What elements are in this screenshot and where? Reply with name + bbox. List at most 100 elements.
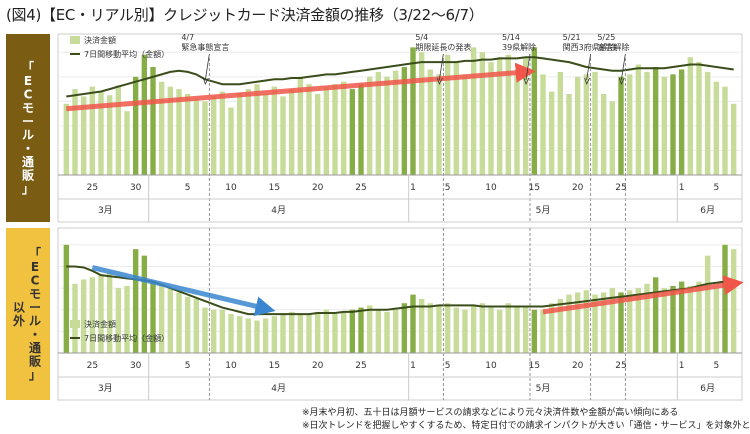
panel-label-text: 以外 xyxy=(13,301,25,329)
annotation-4-line-1: 宣言解除 xyxy=(597,42,629,52)
bar-4-5 xyxy=(184,94,191,175)
month-label-3: 6月 xyxy=(700,205,715,216)
bar-4-2 xyxy=(158,81,165,175)
chart-title: (図4)【EC・リアル別】クレジットカード決済金額の推移（3/22～6/7） xyxy=(6,6,484,24)
bar-5-11 xyxy=(496,57,503,175)
bar-5-25 xyxy=(618,292,624,353)
bar-4-26 xyxy=(366,76,373,175)
bar-5-31 xyxy=(670,285,676,353)
x-tick-label-10: 15 xyxy=(529,183,540,193)
x-tick-label-2: 5 xyxy=(185,183,191,193)
bar-6-2 xyxy=(687,285,694,353)
bar-3-23 xyxy=(72,89,78,175)
x-tick-label-11: 20 xyxy=(572,183,584,193)
bar-5-17 xyxy=(548,303,555,353)
panel-frame xyxy=(57,227,743,401)
red-trend-arrow xyxy=(66,62,536,112)
month-label-3: 6月 xyxy=(700,383,715,394)
bar-4-24 xyxy=(349,89,356,175)
bar-6-6 xyxy=(722,244,728,353)
bar-5-27 xyxy=(635,64,642,175)
bar-4-28 xyxy=(384,311,390,353)
annotation-arrowhead-3 xyxy=(584,77,591,86)
bar-3-27 xyxy=(106,95,113,175)
bar-4-21 xyxy=(323,86,330,175)
annotation-pointer-3 xyxy=(586,53,592,81)
bar-4-19 xyxy=(306,84,312,175)
bar-3-26 xyxy=(98,91,104,175)
bar-4-12 xyxy=(245,318,252,353)
bar-5-21 xyxy=(583,290,590,353)
annotation-pointer-2 xyxy=(525,53,531,81)
bar-4-29 xyxy=(392,309,399,353)
month-label-1: 4月 xyxy=(271,205,286,216)
annotation-arrowhead-2 xyxy=(523,77,530,86)
bar-5-30 xyxy=(661,288,668,353)
bar-5-5 xyxy=(444,303,451,353)
bar-5-4 xyxy=(436,305,442,353)
bar-5-7 xyxy=(462,309,468,353)
bar-5-1 xyxy=(410,47,416,176)
bar-3-22 xyxy=(63,244,70,353)
month-label-1: 4月 xyxy=(271,383,286,394)
bar-4-11 xyxy=(236,316,243,353)
bar-4-23 xyxy=(340,311,347,353)
annotation-arrowhead-1 xyxy=(436,77,443,86)
bar-5-22 xyxy=(592,294,598,353)
bar-4-20 xyxy=(314,311,321,353)
x-tick-label-14: 5 xyxy=(713,361,719,371)
bar-5-9 xyxy=(479,303,486,353)
bar-4-14 xyxy=(262,94,269,175)
bar-3-28 xyxy=(115,85,122,175)
panel-frame xyxy=(57,33,743,223)
bar-5-21 xyxy=(583,74,590,175)
x-tick-label-5: 20 xyxy=(312,361,324,371)
bar-4-15 xyxy=(271,316,278,353)
bar-4-7 xyxy=(202,307,208,353)
bar-3-30 xyxy=(132,76,139,175)
bar-3-24 xyxy=(80,279,87,353)
bar-5-19 xyxy=(566,94,572,175)
bar-5-2 xyxy=(418,52,425,175)
bar-4-17 xyxy=(288,311,295,353)
bar-5-15 xyxy=(531,309,538,353)
bar-5-23 xyxy=(600,94,607,175)
bar-4-6 xyxy=(193,98,200,175)
x-tick-label-9: 10 xyxy=(485,361,497,371)
panel-label-text: 「E C モール・通販」 xyxy=(22,60,35,197)
bar-5-10 xyxy=(488,307,494,353)
bar-5-3 xyxy=(427,69,434,175)
bar-4-13 xyxy=(254,84,260,175)
month-label-0: 3月 xyxy=(98,205,113,216)
annotation-arrowhead-0 xyxy=(202,77,209,86)
annotation-4-line-0: 5/25 xyxy=(597,33,615,42)
bar-5-29 xyxy=(652,277,659,353)
annotation-2-line-1: 39県解除 xyxy=(502,42,536,52)
bar-4-7 xyxy=(202,101,208,175)
month-label-2: 5月 xyxy=(536,205,551,216)
x-tick-label-13: 1 xyxy=(679,183,685,193)
bar-5-9 xyxy=(479,52,486,175)
x-tick-label-12: 25 xyxy=(615,183,626,193)
bar-4-1 xyxy=(150,67,156,175)
bar-6-6 xyxy=(722,86,728,175)
bar-4-8 xyxy=(210,309,217,353)
x-tick-label-5: 20 xyxy=(312,183,324,193)
bar-4-22 xyxy=(332,314,338,353)
bar-3-26 xyxy=(98,275,104,353)
annotation-arrowhead-4 xyxy=(618,77,625,86)
bar-5-18 xyxy=(557,71,564,175)
x-tick-label-4: 15 xyxy=(269,361,280,371)
bar-5-18 xyxy=(557,298,564,353)
bar-4-16 xyxy=(280,314,286,353)
red-trend-arrow xyxy=(542,275,744,315)
bar-5-19 xyxy=(566,294,572,353)
bar-6-1 xyxy=(678,281,685,353)
bar-6-3 xyxy=(696,62,702,175)
bar-5-11 xyxy=(496,309,503,353)
bar-5-15 xyxy=(531,47,538,176)
annotation-3-line-1: 関西3府県解除 xyxy=(563,42,616,52)
annotation-pointer-1 xyxy=(438,53,444,81)
bar-5-28 xyxy=(644,71,650,175)
bar-4-23 xyxy=(340,81,347,175)
